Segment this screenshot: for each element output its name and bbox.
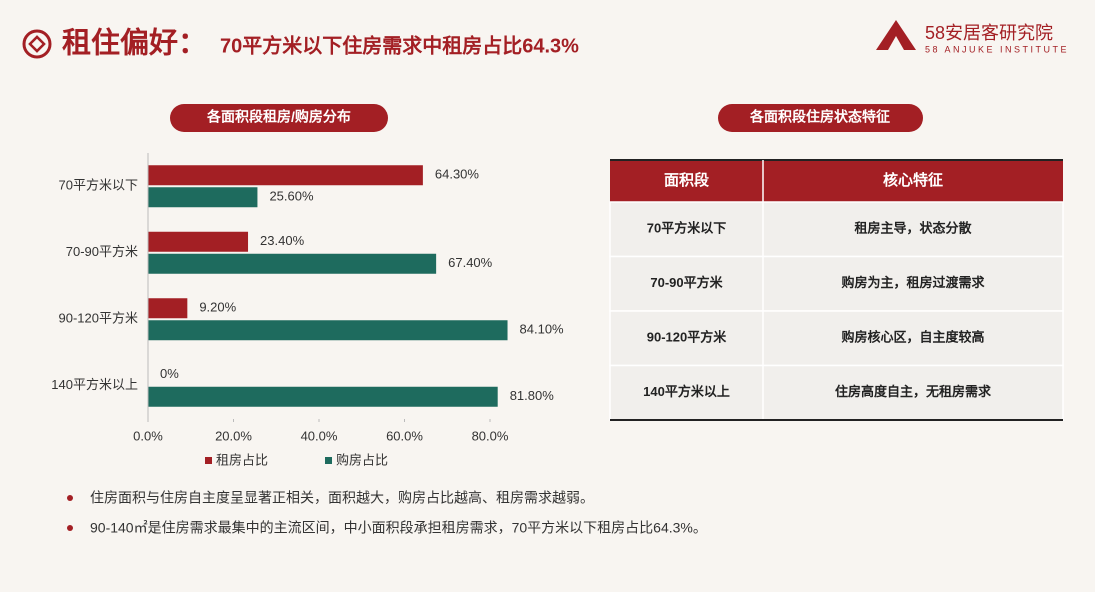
bar — [148, 298, 188, 319]
logo-text: 58安居客研究院 — [925, 23, 1053, 43]
legend-label: 购房占比 — [336, 452, 388, 467]
x-tick-label: 20.0% — [215, 428, 252, 443]
slide-subtitle: 70平方米以下住房需求中租房占比64.3% — [220, 33, 579, 57]
table-header-bg — [610, 160, 1063, 202]
x-tick-label: 0.0% — [133, 428, 163, 443]
bullet-dot — [67, 525, 73, 531]
x-tick-label: 40.0% — [301, 428, 338, 443]
table-header: 面积段 — [664, 171, 709, 189]
x-tick-label: 80.0% — [472, 428, 509, 443]
chart-title-pill — [170, 104, 388, 132]
table-cell: 购房核心区，自主度较高 — [841, 330, 984, 345]
table-cell: 70-90平方米 — [650, 275, 723, 290]
table: 面积段 核心特征 70平方米以下 租房主导，状态分散 70-90平方米 购房为主，租房过渡… — [609, 159, 1064, 421]
bullet: 住房面积与住房自主度呈显著正相关，面积越大，购房占比越高、租房需求越弱。 — [90, 490, 594, 506]
table-cell: 70平方米以下 — [647, 221, 726, 236]
chart-title: 各面积段租房/购房分布 — [206, 109, 351, 125]
data-label: 81.80% — [510, 388, 555, 403]
table-cell: 住房高度自主，无租房需求 — [835, 384, 992, 399]
y-tick-label: 70平方米以下 — [59, 178, 138, 193]
data-label: 23.40% — [260, 233, 305, 248]
table-cell: 购房为主，租房过渡需求 — [841, 275, 985, 290]
table-header: 核心特征 — [883, 171, 943, 189]
y-tick-label: 70-90平方米 — [66, 244, 138, 259]
logo-en: 58 ANJUKE INSTITUTE — [925, 44, 1069, 54]
bar — [148, 187, 258, 208]
table-cell: 90-120平方米 — [647, 330, 727, 345]
x-tick-label: 60.0% — [386, 428, 423, 443]
logo-icon — [876, 20, 916, 50]
bullet-dot — [67, 495, 73, 501]
bar — [148, 253, 437, 274]
title-icon-inner — [28, 35, 46, 53]
data-label: 25.60% — [269, 189, 314, 204]
data-label: 9.20% — [199, 300, 236, 315]
bullet: 90-140㎡是住房需求最集中的主流区间，中小面积段承担租房需求，70平方米以下… — [90, 520, 707, 536]
table-row-bg — [609, 201, 1064, 258]
table-title-pill — [718, 104, 923, 132]
legend-swatch — [205, 457, 212, 464]
legend-label: 租房占比 — [216, 452, 268, 467]
table-cell: 租房主导，状态分散 — [854, 221, 972, 236]
data-label: 67.40% — [448, 255, 493, 270]
chart: 70平方米以下 64.30% 25.60% 70-90平方米 23.40% 67.40% 9… — [51, 153, 564, 467]
table-cell: 140平方米以上 — [643, 384, 730, 399]
bar — [148, 165, 423, 186]
legend-swatch — [325, 457, 332, 464]
data-label: 84.10% — [520, 322, 565, 337]
table-title: 各面积段住房状态特征 — [749, 109, 890, 125]
bar — [148, 231, 249, 252]
bar — [148, 320, 508, 341]
table-row-bg — [609, 255, 1064, 312]
y-tick-label: 140平方米以上 — [51, 377, 138, 392]
data-label: 64.30% — [435, 167, 480, 182]
slide-title: 租住偏好： — [62, 27, 207, 60]
data-label: 0% — [160, 366, 179, 381]
y-tick-label: 90-120平方米 — [59, 311, 138, 326]
bar — [148, 386, 498, 407]
title-icon — [22, 29, 52, 59]
